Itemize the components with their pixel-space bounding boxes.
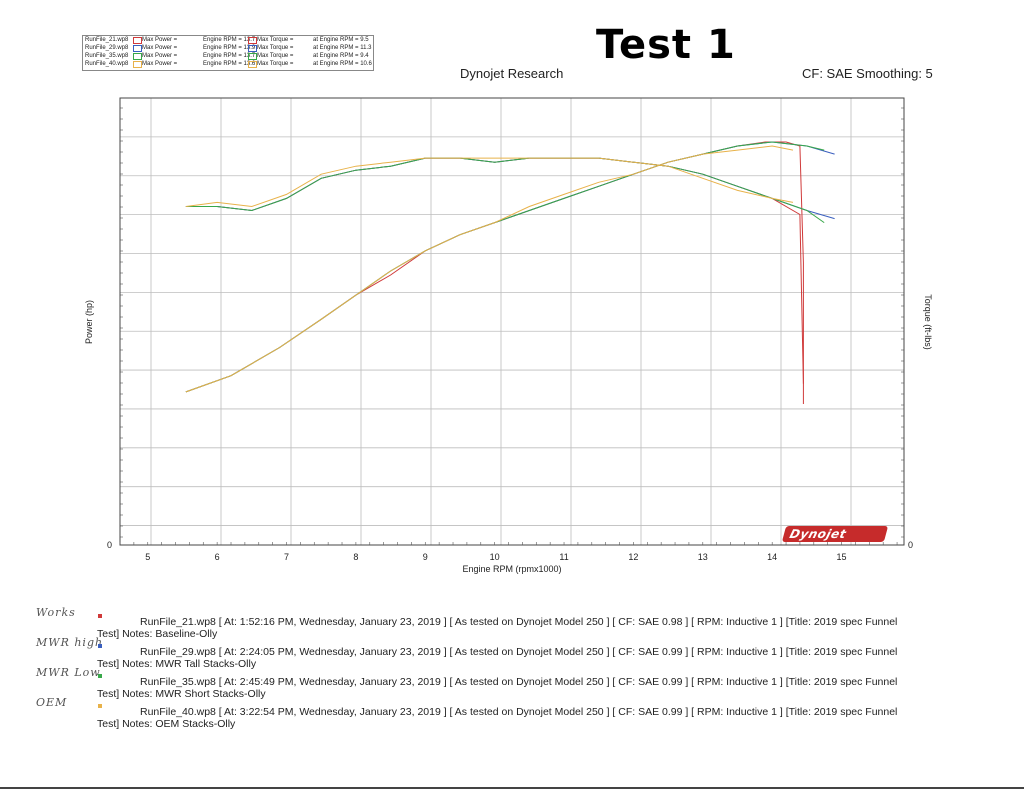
handwritten-label: Works [36, 606, 76, 619]
chart-lines [185, 141, 835, 404]
legend-torque-rpm: at Engine RPM = 10.6 [313, 61, 372, 67]
handwritten-label: MWR high [36, 636, 104, 649]
note-line1: RunFile_29.wp8 [ At: 2:24:05 PM, Wednesd… [140, 646, 898, 658]
x-tick-label: 13 [698, 552, 708, 562]
note-line1: RunFile_40.wp8 [ At: 3:22:54 PM, Wednesd… [140, 706, 898, 718]
color-square [98, 674, 102, 678]
note-line1: RunFile_21.wp8 [ At: 1:52:16 PM, Wednesd… [140, 616, 898, 628]
legend-max-torque: Max Torque = [257, 45, 294, 51]
y-axis-title-right: Torque (ft-lbs) [923, 294, 933, 350]
note-line1: RunFile_35.wp8 [ At: 2:45:49 PM, Wednesd… [140, 676, 898, 688]
dynojet-logo-text: Dynojet [788, 527, 848, 541]
legend-power-rpm: Engine RPM = 13.6 [203, 61, 256, 67]
header-cf-smoothing: CF: SAE Smoothing: 5 [802, 66, 933, 81]
dynojet-logo: Dynojet [781, 526, 889, 542]
x-tick-label: 12 [628, 552, 638, 562]
legend-swatch [248, 53, 257, 60]
note-line2: Test] Notes: OEM Stacks-Olly [97, 718, 236, 730]
x-tick-label: 7 [284, 552, 289, 562]
x-tick-label: 9 [423, 552, 428, 562]
legend-swatch [248, 37, 257, 44]
y-axis-title-left: Power (hp) [84, 300, 94, 344]
legend-power-rpm: Engine RPM = 13.7 [203, 53, 256, 59]
legend-max-torque: Max Torque = [257, 61, 294, 67]
chart-ticks: 5 6 7 8 9 10 11 12 13 14 15 [119, 107, 904, 562]
handwritten-label: MWR Low [36, 666, 101, 679]
legend-swatch [133, 37, 142, 44]
legend-power-rpm: Engine RPM = 13.7 [203, 37, 256, 43]
legend-swatch [248, 61, 257, 68]
legend-max-power: Max Power = [142, 37, 178, 43]
series-line-power [185, 141, 835, 393]
x-axis-title: Engine RPM (rpmx1000) [462, 564, 561, 574]
legend-torque-rpm: at Engine RPM = 9.4 [313, 53, 369, 59]
legend-max-power: Max Power = [142, 45, 178, 51]
legend-swatch [133, 61, 142, 68]
series-line-power [185, 145, 794, 393]
legend-file: RunFile_40.wp8 [85, 61, 129, 67]
x-tick-label: 14 [767, 552, 777, 562]
color-square [98, 704, 102, 708]
x-tick-label: 10 [490, 552, 500, 562]
x-tick-label: 6 [215, 552, 220, 562]
legend-file: RunFile_21.wp8 [85, 37, 129, 43]
y-zero-label-left: 0 [107, 540, 112, 550]
series-line-torque [185, 157, 835, 220]
legend-file: RunFile_35.wp8 [85, 53, 129, 59]
y-zero-label-right: 0 [908, 540, 913, 550]
test-title: Test 1 [596, 22, 736, 68]
series-line-torque [185, 157, 825, 224]
x-tick-label: 5 [145, 552, 150, 562]
legend-max-torque: Max Torque = [257, 37, 294, 43]
legend-max-power: Max Power = [142, 61, 178, 67]
plot-frame [119, 97, 905, 546]
series-line-torque [185, 157, 794, 208]
handwritten-label: OEM [36, 696, 68, 709]
legend-torque-rpm: at Engine RPM = 9.5 [313, 37, 369, 43]
header-dynojet-research: Dynojet Research [460, 66, 564, 81]
legend-file: RunFile_29.wp8 [85, 45, 129, 51]
legend-swatch [133, 53, 142, 60]
x-tick-label: 11 [559, 552, 568, 562]
page-bottom-rule [0, 787, 1024, 789]
dyno-chart: 5 6 7 8 9 10 11 12 13 14 15 0 0 Engine RPM (rpmx10… [84, 97, 933, 574]
legend-max-power: Max Power = [142, 53, 178, 59]
legend-power-rpm: Engine RPM = 13.9 [203, 45, 256, 51]
chart-grid [120, 98, 904, 545]
color-square [98, 614, 102, 618]
x-tick-label: 15 [837, 552, 847, 562]
note-line2: Test] Notes: MWR Short Stacks-Olly [97, 688, 266, 700]
color-square [98, 644, 102, 648]
legend-swatch [248, 45, 257, 52]
legend-max-torque: Max Torque = [257, 53, 294, 59]
x-tick-label: 8 [353, 552, 358, 562]
note-line2: Test] Notes: MWR Tall Stacks-Olly [97, 658, 257, 670]
legend-swatch [133, 45, 142, 52]
note-line2: Test] Notes: Baseline-Olly [97, 628, 218, 640]
legend-torque-rpm: at Engine RPM = 11.3 [313, 45, 372, 51]
series-line-power [185, 141, 825, 393]
legend: RunFile_21.wp8 Max Power = Engine RPM = … [82, 35, 374, 71]
